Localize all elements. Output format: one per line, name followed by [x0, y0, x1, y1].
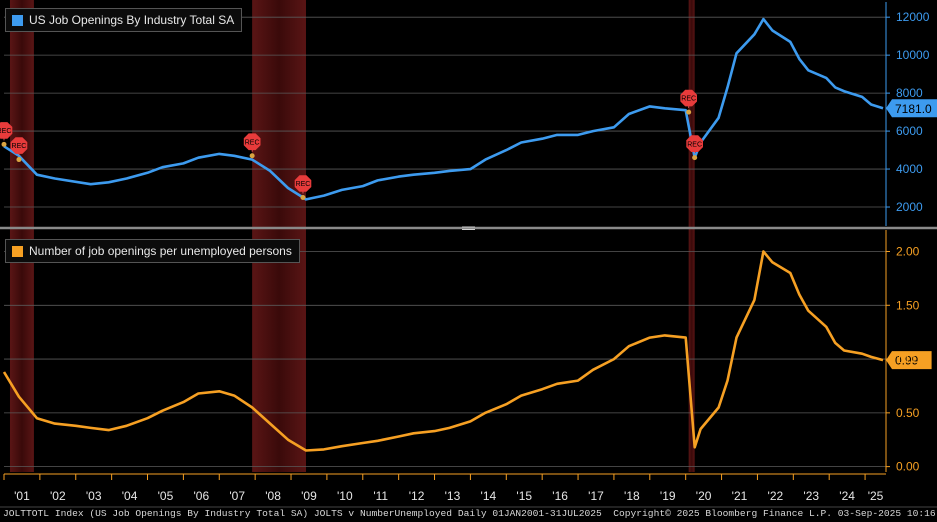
xtick-label: '09: [301, 489, 317, 503]
xtick-label: '02: [50, 489, 66, 503]
ytick-label-panel1: 12000: [896, 10, 930, 24]
ytick-label-panel2: 0.00: [896, 460, 920, 474]
rec-marker-dot: [300, 195, 306, 201]
recession-band-1: [9, 0, 34, 472]
xtick-label: '05: [158, 489, 174, 503]
ytick-label-panel2: 0.50: [896, 406, 920, 420]
ytick-label-panel2: 1.00: [896, 352, 920, 366]
xtick-label: '12: [409, 489, 425, 503]
xtick-label: '25: [868, 489, 884, 503]
series-line-panel2: [2, 250, 884, 452]
rec-marker-label: REC: [0, 128, 11, 135]
series-lines: 7181.0 0.99: [2, 17, 937, 452]
xtick-label: '22: [768, 489, 784, 503]
xtick-label: '19: [660, 489, 676, 503]
rec-marker-octagon: [686, 135, 703, 152]
ytick-label-panel1: 6000: [896, 124, 923, 138]
xtick-label: '03: [86, 489, 102, 503]
last-value-tag-shape: [886, 351, 932, 370]
series-line-panel1: [3, 17, 884, 201]
legend-bottom-panel: Number of job openings per unemployed pe…: [5, 239, 300, 263]
last-value-tag-shape: [886, 99, 937, 118]
xtick-label: '17: [588, 489, 604, 503]
xtick-label: '24: [839, 489, 855, 503]
xtick-label: '23: [803, 489, 819, 503]
xtick-label: '10: [337, 489, 353, 503]
recession-shading: [9, 0, 695, 472]
xtick-label: '16: [552, 489, 568, 503]
rec-marker-6: REC: [686, 135, 703, 161]
footer-copyright: Copyright© 2025 Bloomberg Finance L.P. 0…: [613, 508, 935, 519]
rec-marker-dot: [16, 157, 22, 163]
legend-label-job-openings: US Job Openings By Industry Total SA: [29, 13, 235, 27]
legend-swatch-openings-per-unemployed: [12, 245, 23, 257]
rec-marker-octagon: [10, 137, 28, 154]
last-value-tag-panel1: 7181.0: [886, 99, 937, 118]
xtick-label: '18: [624, 489, 640, 503]
rec-marker-4: REC: [294, 175, 312, 201]
footer-source: JOLTTOTL Index (US Job Openings By Indus…: [3, 508, 602, 519]
xtick-label: '13: [445, 489, 461, 503]
rec-marker-label: REC: [245, 139, 260, 146]
xtick-label: '14: [481, 489, 497, 503]
chart-footer: JOLTTOTL Index (US Job Openings By Indus…: [3, 508, 935, 522]
ytick-label-panel1: 10000: [896, 48, 930, 62]
recession-markers: REC REC REC REC REC REC: [0, 89, 703, 201]
rec-marker-dot: [692, 155, 698, 161]
xtick-label: '11: [373, 489, 388, 503]
rec-marker-dot: [249, 153, 255, 159]
xtick-label: '07: [229, 489, 245, 503]
ytick-label-panel1: 8000: [896, 86, 923, 100]
legend-swatch-job-openings: [12, 14, 23, 26]
rec-marker-octagon: [294, 175, 312, 192]
rec-marker-1: REC: [0, 122, 13, 147]
rec-marker-label: REC: [681, 96, 696, 103]
rec-marker-dot: [1, 141, 7, 147]
legend-top-panel: US Job Openings By Industry Total SA: [5, 8, 243, 32]
xtick-label: '06: [194, 489, 210, 503]
last-value-label: 0.99: [895, 354, 919, 368]
rec-marker-dot: [686, 109, 692, 115]
xtick-label: '01: [14, 489, 30, 503]
rec-marker-octagon: [0, 122, 13, 139]
ytick-label-panel2: 2.00: [896, 245, 920, 259]
ytick-label-panel1: 2000: [896, 200, 923, 214]
xtick-label: '04: [122, 489, 138, 503]
last-value-tag-panel2: 0.99: [886, 351, 932, 370]
rec-marker-octagon: [680, 89, 697, 107]
last-value-label: 7181.0: [895, 102, 932, 116]
ytick-label-panel2: 1.50: [896, 298, 920, 312]
rec-marker-label: REC: [687, 141, 702, 148]
rec-marker-2: REC: [10, 137, 28, 163]
xtick-label: '20: [696, 489, 712, 503]
rec-marker-5: REC: [680, 89, 697, 115]
recession-band-3: [688, 0, 695, 472]
ytick-label-panel1: 4000: [896, 162, 923, 176]
xtick-label: '15: [516, 489, 532, 503]
xtick-label: '21: [732, 489, 748, 503]
rec-marker-3: REC: [243, 133, 261, 159]
axis-labels: 2000 4000 6000 8000 10000 12000 0.00 0.50 1.00 1.…: [14, 10, 930, 503]
legend-label-openings-per-unemployed: Number of job openings per unemployed pe…: [29, 244, 292, 258]
xtick-label: '08: [265, 489, 281, 503]
rec-marker-label: REC: [12, 143, 27, 150]
rec-marker-octagon: [243, 133, 261, 151]
rec-marker-label: REC: [296, 181, 311, 188]
axes: [0, 2, 937, 508]
recession-band-2: [252, 0, 306, 472]
